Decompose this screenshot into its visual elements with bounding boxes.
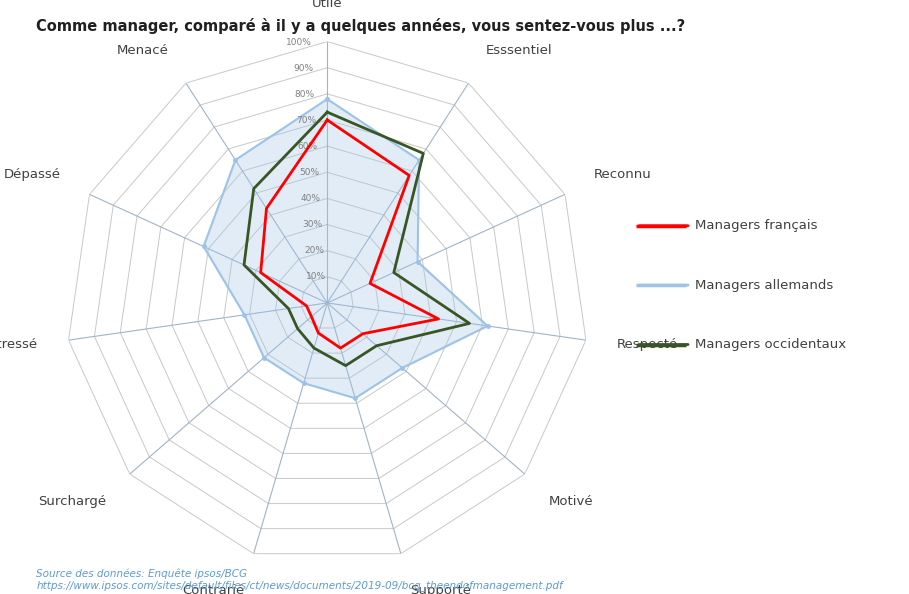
Text: Contrarié: Contrarié — [183, 584, 245, 594]
Text: Utile: Utile — [312, 0, 343, 10]
Text: Managers français: Managers français — [695, 219, 818, 232]
Text: Managers occidentaux: Managers occidentaux — [695, 338, 846, 351]
Text: Esssentiel: Esssentiel — [485, 44, 552, 56]
Text: Dépassé: Dépassé — [4, 168, 61, 181]
Text: Menacé: Menacé — [117, 44, 169, 56]
Text: Stressé: Stressé — [0, 338, 37, 351]
Text: 20%: 20% — [305, 247, 325, 255]
Text: https://www.ipsos.com/sites/default/files/ct/news/documents/2019-09/bcg_theendof: https://www.ipsos.com/sites/default/file… — [36, 580, 563, 591]
Text: 30%: 30% — [303, 220, 323, 229]
Text: Supporté: Supporté — [410, 584, 471, 594]
Polygon shape — [204, 99, 487, 398]
Text: Managers allemands: Managers allemands — [695, 279, 834, 292]
Text: Reconnu: Reconnu — [594, 168, 651, 181]
Text: 90%: 90% — [293, 64, 313, 72]
Text: 10%: 10% — [305, 273, 325, 282]
Text: Surchargé: Surchargé — [38, 495, 106, 508]
Text: Respecté: Respecté — [617, 338, 678, 351]
Text: 70%: 70% — [296, 116, 316, 125]
Text: 80%: 80% — [295, 90, 315, 99]
Text: 60%: 60% — [298, 142, 318, 151]
Text: Source des données: Enquête ipsos/BCG: Source des données: Enquête ipsos/BCG — [36, 568, 247, 579]
Text: Comme manager, comparé à il y a quelques années, vous sentez-vous plus ...?: Comme manager, comparé à il y a quelques… — [36, 18, 685, 34]
Text: 50%: 50% — [299, 168, 319, 177]
Text: 40%: 40% — [301, 194, 321, 203]
Text: 100%: 100% — [285, 37, 312, 46]
Text: Motivé: Motivé — [548, 495, 593, 508]
